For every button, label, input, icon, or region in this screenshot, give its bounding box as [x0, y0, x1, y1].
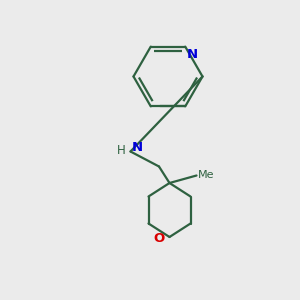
Text: O: O [154, 232, 165, 245]
Text: N: N [187, 48, 198, 61]
Text: H: H [117, 143, 126, 157]
Text: N: N [131, 141, 142, 154]
Text: Me: Me [198, 170, 214, 180]
